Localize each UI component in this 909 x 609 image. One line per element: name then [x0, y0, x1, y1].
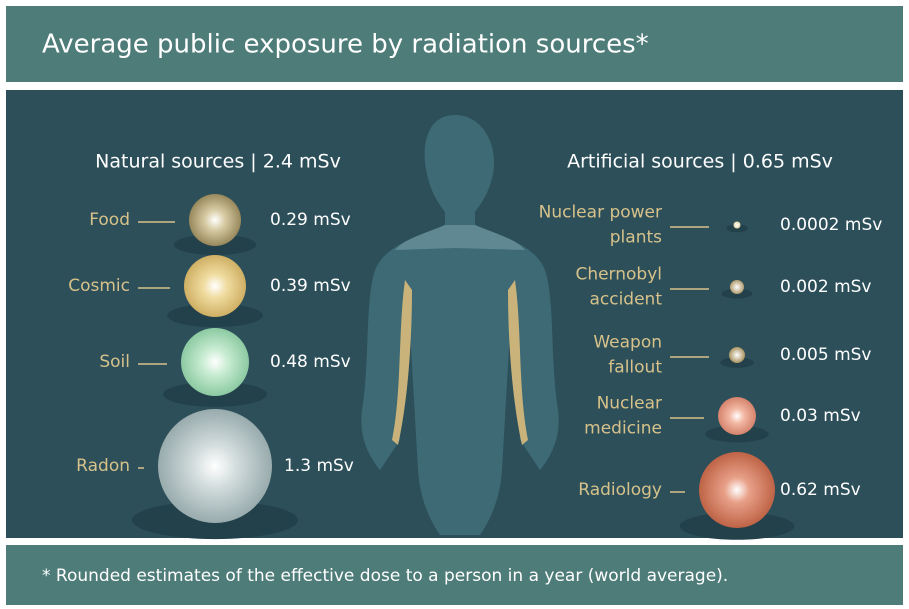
source-label: Food [89, 210, 130, 230]
bubble [181, 328, 249, 396]
source-label: medicine [584, 419, 662, 439]
bubble [733, 221, 741, 229]
dose-value: 0.03 mSv [780, 406, 861, 426]
bubble [184, 255, 246, 317]
dose-value: 0.39 mSv [270, 276, 351, 296]
header-band [6, 6, 903, 82]
bubble [718, 397, 756, 435]
body-silhouette [361, 115, 559, 535]
footnote: * Rounded estimates of the effective dos… [42, 566, 728, 586]
source-label: fallout [608, 358, 662, 378]
source-label: plants [610, 228, 662, 248]
dose-value: 0.002 mSv [780, 277, 871, 297]
source-label: Weapon [593, 333, 662, 353]
dose-value: 0.48 mSv [270, 352, 351, 372]
title: Average public exposure by radiation sou… [42, 30, 649, 60]
source-label: Nuclear power [539, 203, 662, 223]
source-label: Cosmic [68, 276, 130, 296]
bubble [699, 452, 775, 528]
natural-heading: Natural sources | 2.4 mSv [95, 151, 341, 173]
dose-value: 0.005 mSv [780, 345, 871, 365]
dose-value: 0.62 mSv [780, 480, 861, 500]
bubble [729, 347, 745, 363]
dose-value: 1.3 mSv [284, 456, 354, 476]
bubble [189, 194, 241, 246]
source-label: Chernobyl [575, 265, 662, 285]
artificial-heading: Artificial sources | 0.65 mSv [567, 151, 833, 173]
source-label: Radiology [578, 480, 662, 500]
bubble [730, 280, 744, 294]
footer-band [6, 545, 903, 605]
dose-value: 0.29 mSv [270, 210, 351, 230]
source-label: Nuclear [597, 394, 662, 414]
source-label: Radon [76, 456, 130, 476]
dose-value: 0.0002 mSv [780, 215, 882, 235]
source-label: accident [589, 290, 662, 310]
source-label: Soil [99, 352, 130, 372]
bubble [158, 409, 272, 523]
